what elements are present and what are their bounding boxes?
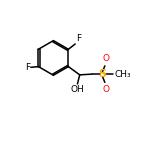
Text: S: S <box>99 69 107 79</box>
Text: O: O <box>103 54 110 63</box>
Text: F: F <box>25 63 30 72</box>
Text: CH₃: CH₃ <box>114 70 131 79</box>
Text: OH: OH <box>70 85 84 94</box>
Text: F: F <box>76 34 81 43</box>
Text: O: O <box>103 85 110 94</box>
